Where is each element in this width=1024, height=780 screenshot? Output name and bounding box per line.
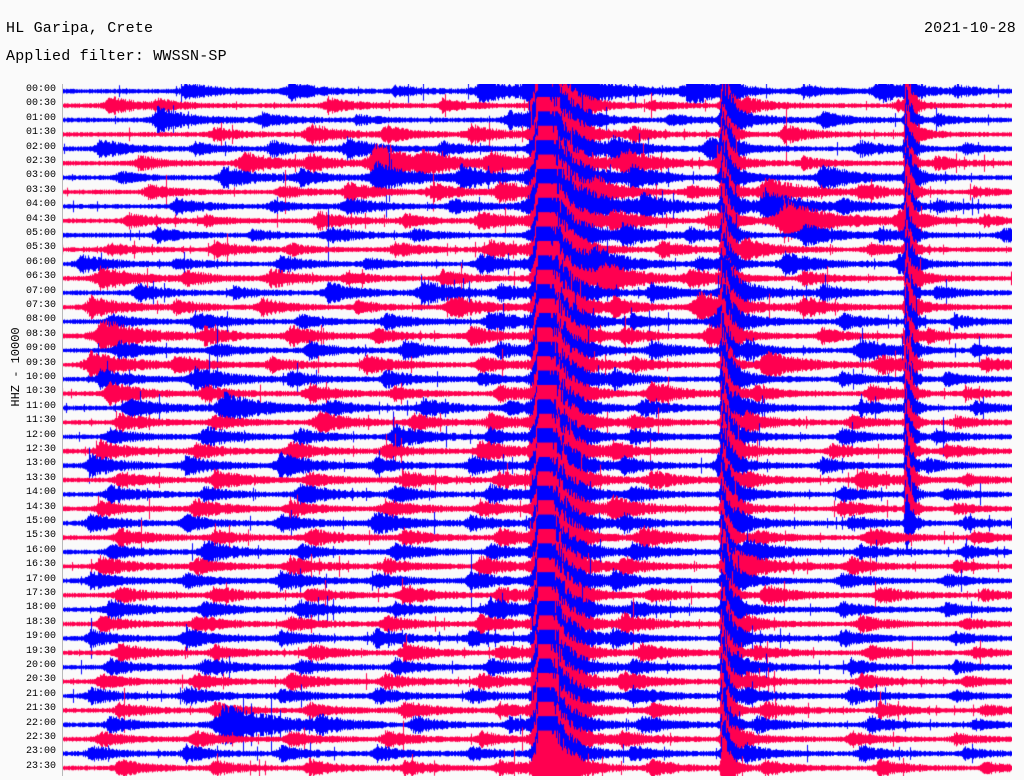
time-axis-label: 14:00 xyxy=(25,487,56,499)
time-axis-label: 12:00 xyxy=(25,429,56,441)
time-axis-label: 17:30 xyxy=(25,588,56,599)
seismogram-canvas xyxy=(62,84,1012,776)
time-axis-label: 17:00 xyxy=(25,573,56,585)
time-axis-label: 02:00 xyxy=(25,141,56,153)
time-axis-label: 06:30 xyxy=(25,271,56,283)
time-axis-label: 00:30 xyxy=(25,98,56,110)
time-axis-label: 19:30 xyxy=(25,645,56,657)
time-axis-label: 13:30 xyxy=(25,472,56,484)
time-axis-label: 22:00 xyxy=(25,717,56,729)
record-date: 2021-10-28 xyxy=(923,20,1016,37)
time-axis-label: 01:30 xyxy=(25,127,56,139)
time-axis-label: 16:00 xyxy=(25,544,56,556)
time-axis-label: 12:30 xyxy=(25,444,56,455)
time-axis-label: 19:00 xyxy=(25,631,56,643)
time-axis-label: 15:30 xyxy=(25,530,56,542)
time-axis-label: 00:00 xyxy=(25,84,56,95)
time-axis-label: 04:30 xyxy=(25,213,56,225)
time-axis-label: 02:30 xyxy=(25,156,56,167)
time-axis-label: 20:30 xyxy=(25,674,56,686)
time-axis-label: 13:00 xyxy=(25,458,56,470)
page-title: HL Garipa, Crete xyxy=(6,20,154,37)
time-axis-label: 18:30 xyxy=(25,616,56,628)
time-axis-label: 11:30 xyxy=(25,415,56,427)
time-axis-label: 21:00 xyxy=(25,688,56,700)
applied-filter-label: Applied filter: WWSSN-SP xyxy=(6,48,227,65)
time-axis-label: 05:30 xyxy=(25,242,56,254)
time-axis-label: 09:30 xyxy=(25,357,56,369)
time-axis-label: 09:00 xyxy=(25,343,56,355)
time-axis-label: 04:00 xyxy=(25,199,56,211)
time-axis-label: 06:00 xyxy=(25,256,56,268)
time-axis-label: 05:00 xyxy=(25,228,56,239)
time-axis-label: 16:30 xyxy=(25,559,56,571)
seismogram-plot xyxy=(62,84,1012,776)
time-axis: 00:00 00:30 01:00 01:30 02:00 02:30 03:00 03:30… xyxy=(0,84,58,774)
time-axis-label: 01:00 xyxy=(25,112,56,124)
time-axis-label: 07:00 xyxy=(25,285,56,297)
plot-left-axis xyxy=(62,84,63,776)
time-axis-label: 21:30 xyxy=(25,703,56,715)
time-axis-label: 10:30 xyxy=(25,386,56,398)
time-axis-label: 11:00 xyxy=(25,400,56,412)
time-axis-label: 07:30 xyxy=(25,300,56,311)
time-axis-label: 14:30 xyxy=(25,501,56,513)
y-axis-label: HHZ - 10000 xyxy=(9,327,23,407)
time-axis-label: 03:00 xyxy=(25,170,56,182)
time-axis-label: 18:00 xyxy=(25,602,56,614)
time-axis-label: 08:00 xyxy=(25,314,56,326)
time-axis-label: 23:30 xyxy=(25,760,56,772)
time-axis-label: 08:30 xyxy=(25,328,56,340)
time-axis-label: 03:30 xyxy=(25,184,56,196)
time-axis-label: 23:00 xyxy=(25,746,56,758)
time-axis-label: 15:00 xyxy=(25,516,56,527)
time-axis-label: 22:30 xyxy=(25,732,56,743)
time-axis-label: 10:00 xyxy=(25,372,56,383)
time-axis-label: 20:00 xyxy=(25,660,56,671)
